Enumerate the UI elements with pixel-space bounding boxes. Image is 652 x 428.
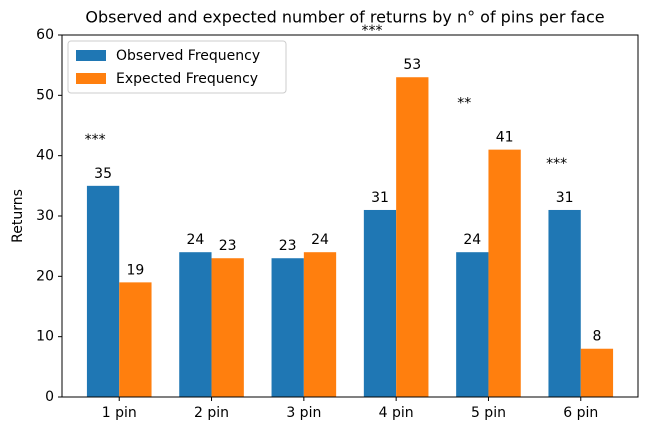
- bar: [548, 209, 581, 397]
- value-label: 31: [371, 190, 389, 206]
- value-label: 23: [219, 238, 237, 254]
- legend-swatch: [76, 50, 106, 61]
- legend-box: [67, 40, 287, 94]
- plot-frame: [61, 34, 639, 398]
- bar: [580, 348, 614, 397]
- significance-annotation: ***: [85, 132, 106, 148]
- y-axis-label: Returns: [10, 189, 26, 243]
- x-tick-label: 4 pin: [379, 405, 414, 421]
- value-label: 19: [126, 262, 144, 278]
- value-label: 35: [94, 166, 112, 182]
- bar: [303, 252, 337, 397]
- significance-annotation: ***: [362, 23, 383, 39]
- value-label: 41: [496, 130, 514, 146]
- value-label: 24: [463, 232, 481, 248]
- bar: [86, 185, 120, 397]
- y-tick-label: 30: [36, 208, 54, 224]
- x-tick-label: 6 pin: [563, 405, 598, 421]
- bar: [179, 252, 212, 397]
- legend-swatch: [76, 73, 106, 84]
- value-label: 53: [403, 57, 421, 73]
- significance-annotation: **: [457, 96, 471, 112]
- chart-title: Observed and expected number of returns …: [85, 8, 604, 27]
- bar: [456, 252, 489, 397]
- value-label: 31: [556, 190, 574, 206]
- legend-label: Observed Frequency: [116, 48, 260, 64]
- x-tick-label: 2 pin: [194, 405, 229, 421]
- value-label: 8: [592, 329, 601, 345]
- bar: [271, 258, 304, 397]
- bar: [488, 149, 521, 397]
- bar: [363, 209, 397, 397]
- legend-label: Expected Frequency: [116, 71, 258, 87]
- x-tick-label: 3 pin: [286, 405, 321, 421]
- bar: [396, 77, 429, 397]
- value-label: 24: [186, 232, 204, 248]
- x-tick-label: 1 pin: [102, 405, 137, 421]
- y-tick-label: 60: [36, 27, 54, 43]
- y-tick-label: 0: [45, 389, 54, 405]
- y-tick-label: 50: [36, 87, 54, 103]
- bar: [119, 282, 152, 397]
- y-tick-label: 20: [36, 268, 54, 284]
- bar: [211, 258, 244, 397]
- y-tick-label: 40: [36, 148, 54, 164]
- value-label: 23: [279, 238, 297, 254]
- significance-annotation: ***: [546, 156, 567, 172]
- x-tick-label: 5 pin: [471, 405, 506, 421]
- value-label: 24: [311, 232, 329, 248]
- y-tick-label: 10: [36, 329, 54, 345]
